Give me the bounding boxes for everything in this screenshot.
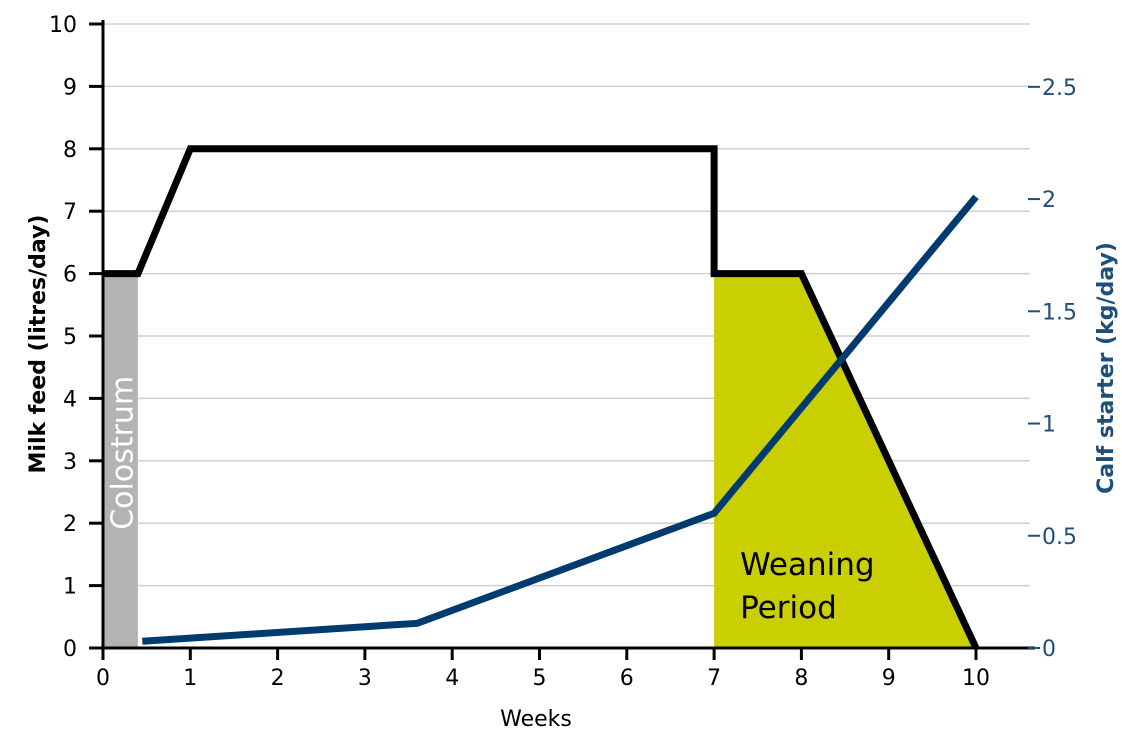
- y-tick-label: 6: [63, 263, 77, 288]
- x-tick-label: 0: [96, 666, 110, 691]
- x-tick-label: 8: [794, 666, 808, 691]
- axes: 0 1 2 3 4 5 6 7 8 9 10 0 1 2 3 4 5 6 7 8 9 10 0 0.5 1 1.5 2 2.5: [49, 13, 1077, 691]
- x-tick-label: 5: [533, 666, 547, 691]
- shaded-regions: [103, 273, 976, 648]
- y2-tick-label: 2.5: [1042, 76, 1077, 101]
- y2-tick-label: 1.5: [1042, 300, 1077, 325]
- y-tick-label: 7: [63, 200, 77, 225]
- region-colostrum: [103, 273, 138, 648]
- y-tick-label: 1: [63, 575, 77, 600]
- milk-feed-line: [103, 145, 980, 650]
- y-tick-label: 10: [49, 13, 77, 38]
- y-axis-title: Milk feed (litres/day): [26, 215, 51, 474]
- y-tick-label: 3: [63, 450, 77, 475]
- region-weaning-period: [714, 273, 976, 648]
- x-tick-label: 1: [183, 666, 197, 691]
- y2-tick-label: 0.5: [1042, 525, 1077, 550]
- region-labels: Colostrum Weaning Period: [105, 376, 874, 626]
- y-tick-label: 4: [63, 387, 77, 412]
- y2-tick-label: 0: [1042, 637, 1056, 662]
- y2-tick-label: 1: [1042, 413, 1056, 438]
- x-tick-label: 9: [882, 666, 896, 691]
- x-tick-label: 3: [358, 666, 372, 691]
- x-axis-title: Weeks: [500, 707, 572, 731]
- y-tick-label: 8: [63, 138, 77, 163]
- x-tick-label: 2: [271, 666, 285, 691]
- y-tick-label: 5: [63, 325, 77, 350]
- x-tick-label: 6: [620, 666, 634, 691]
- weaning-period-label: Period: [740, 590, 837, 626]
- series-lines: [103, 145, 980, 650]
- weaning-period-label: Weaning: [740, 547, 875, 583]
- y-tick-label: 0: [63, 637, 77, 662]
- y2-axis-title: Calf starter (kg/day): [1094, 242, 1119, 494]
- y-tick-label: 9: [63, 75, 77, 100]
- colostrum-label: Colostrum: [105, 376, 140, 530]
- calf-starter-line: [142, 194, 979, 645]
- y2-tick-label: 2: [1042, 188, 1056, 213]
- x-tick-label: 10: [962, 666, 990, 691]
- x-tick-label: 4: [445, 666, 459, 691]
- grid-lines: [103, 23, 1030, 587]
- y-tick-label: 2: [63, 512, 77, 537]
- x-tick-label: 7: [707, 666, 721, 691]
